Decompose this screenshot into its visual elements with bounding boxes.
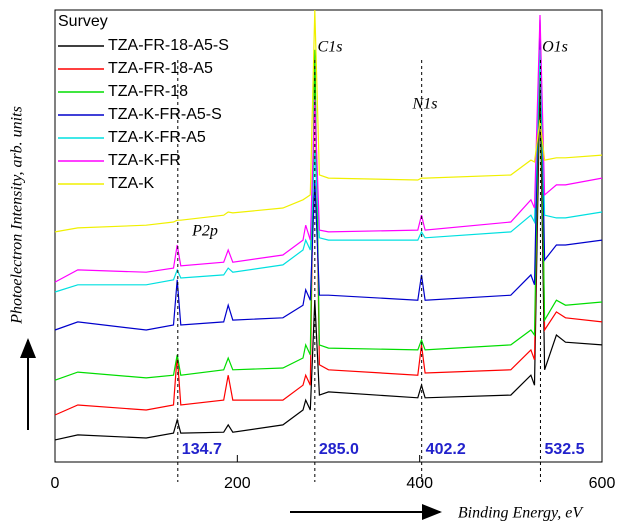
plot-frame bbox=[54, 9, 603, 463]
legend-label: TZA-FR-18-A5-S bbox=[108, 37, 229, 54]
series-line bbox=[54, 9, 603, 233]
x-tick-label: 200 bbox=[224, 475, 251, 492]
peak-annotation: C1s bbox=[318, 39, 343, 56]
x-tick-label: 400 bbox=[406, 475, 433, 492]
x-tick-label: 600 bbox=[589, 475, 616, 492]
peak-marker-label: 532.5 bbox=[544, 441, 584, 458]
peak-marker-label: 285.0 bbox=[319, 441, 359, 458]
legend-label: TZA-K-FR-A5 bbox=[108, 129, 206, 146]
legend-label: TZA-FR-18 bbox=[108, 83, 188, 100]
peak-annotation: O1s bbox=[542, 39, 568, 56]
x-axis-label: Binding Energy, eV bbox=[458, 505, 584, 522]
legend-label: TZA-FR-18-A5 bbox=[108, 60, 213, 77]
peak-marker-label: 402.2 bbox=[426, 441, 466, 458]
series-line bbox=[54, 14, 603, 283]
y-axis-label: Photoelectron Intensity, arb. units bbox=[9, 106, 26, 325]
legend-label: TZA-K-FR bbox=[108, 152, 181, 169]
peak-annotation: P2p bbox=[191, 223, 218, 240]
peak-annotation: N1s bbox=[412, 96, 438, 113]
legend-label: TZA-K-FR-A5-S bbox=[108, 106, 222, 123]
legend-label: TZA-K bbox=[108, 175, 155, 192]
peak-marker-label: 134.7 bbox=[182, 441, 222, 458]
x-tick-label: 0 bbox=[51, 475, 60, 492]
legend-title: Survey bbox=[58, 13, 108, 30]
